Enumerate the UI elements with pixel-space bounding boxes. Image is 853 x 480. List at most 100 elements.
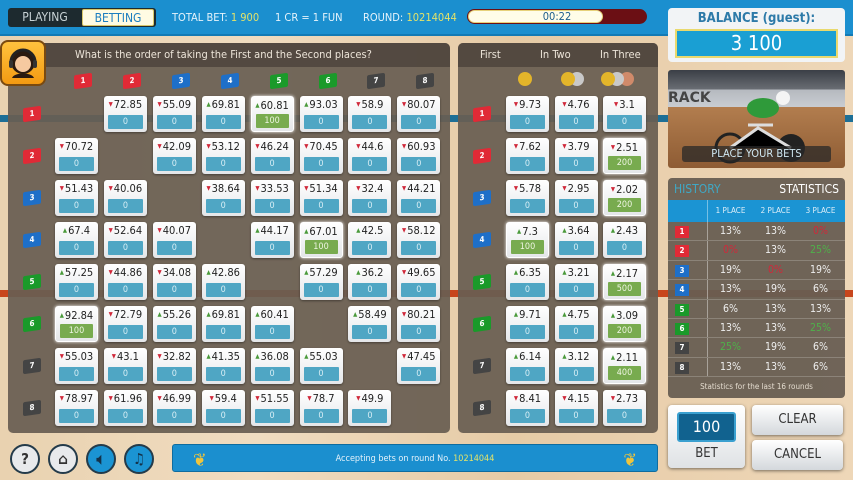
place-cell-7-3[interactable]: ▲2.11 400 (603, 348, 646, 384)
place-cell-5-2[interactable]: ▲3.21 0 (554, 264, 598, 300)
order-cell-6-3[interactable]: ▲55.26 0 (152, 306, 196, 342)
support-avatar-icon[interactable] (0, 40, 46, 86)
order-cell-5-8[interactable]: ▼49.65 0 (397, 264, 441, 300)
mode-switch: PLAYING BETTING (8, 8, 156, 27)
order-cell-2-1[interactable]: ▼70.72 0 (55, 138, 98, 174)
place-cell-8-2[interactable]: ▼4.15 0 (554, 390, 598, 426)
odds-value: ▼49.9 (356, 392, 384, 405)
order-cell-5-2[interactable]: ▼44.86 0 (103, 264, 147, 300)
place-cell-5-1[interactable]: ▲6.35 0 (506, 264, 549, 300)
order-cell-2-7[interactable]: ▼44.6 0 (348, 138, 392, 174)
place-cell-6-3[interactable]: ▲3.09 200 (603, 306, 646, 342)
order-cell-5-6[interactable]: ▲57.29 0 (299, 264, 343, 300)
order-cell-6-5[interactable]: ▲60.41 0 (250, 306, 294, 342)
help-button[interactable]: ? (10, 444, 40, 474)
place-cell-2-3[interactable]: ▼2.51 200 (603, 138, 646, 174)
place-cell-4-2[interactable]: ▲3.64 0 (554, 222, 598, 258)
place-cell-4-3[interactable]: ▲2.43 0 (603, 222, 646, 258)
order-cell-3-4[interactable]: ▼38.64 0 (201, 180, 245, 216)
order-cell-5-7[interactable]: ▲36.2 0 (348, 264, 392, 300)
stats-value: 6% (813, 360, 828, 373)
mode-betting-tab[interactable]: BETTING (82, 9, 154, 26)
order-cell-1-4[interactable]: ▲69.81 0 (201, 96, 245, 132)
order-cell-3-5[interactable]: ▼33.53 0 (250, 180, 294, 216)
order-cell-8-1[interactable]: ▼78.97 0 (55, 390, 98, 426)
order-cell-6-7[interactable]: ▲58.49 0 (348, 306, 392, 342)
order-cell-7-5[interactable]: ▲36.08 0 (250, 348, 294, 384)
order-cell-2-4[interactable]: ▼53.12 0 (201, 138, 245, 174)
order-cell-1-3[interactable]: ▼55.09 0 (152, 96, 196, 132)
order-cell-4-5[interactable]: ▲44.17 0 (250, 222, 294, 258)
order-cell-5-3[interactable]: ▼34.08 0 (152, 264, 196, 300)
order-cell-5-4[interactable]: ▲42.86 0 (201, 264, 245, 300)
order-cell-1-2[interactable]: ▼72.85 0 (103, 96, 147, 132)
arrow-down-icon: ▼ (108, 395, 113, 402)
sound-button[interactable]: 🔈︎ (86, 444, 116, 474)
order-cell-8-6[interactable]: ▼78.7 0 (299, 390, 343, 426)
order-cell-8-3[interactable]: ▼46.99 0 (152, 390, 196, 426)
order-cell-1-8[interactable]: ▼80.07 0 (397, 96, 441, 132)
bet-amount[interactable]: 100 (677, 412, 736, 442)
tab-statistics[interactable]: STATISTICS (779, 182, 839, 196)
order-cell-8-5[interactable]: ▼51.55 0 (250, 390, 294, 426)
order-cell-5-1[interactable]: ▲57.25 0 (55, 264, 98, 300)
order-cell-6-2[interactable]: ▼72.79 0 (103, 306, 147, 342)
cancel-button[interactable]: CANCEL (752, 440, 843, 470)
music-button[interactable]: ♫ (124, 444, 154, 474)
order-cell-6-4[interactable]: ▲69.81 0 (201, 306, 245, 342)
place-cell-1-1[interactable]: ▼9.73 0 (506, 96, 549, 132)
order-cell-7-8[interactable]: ▼47.45 0 (397, 348, 441, 384)
order-cell-4-6[interactable]: ▲67.01 100 (299, 222, 343, 258)
order-cell-6-1[interactable]: ▲92.84 100 (55, 306, 98, 342)
odds-value: ▼4.15 (562, 392, 590, 405)
place-cell-6-1[interactable]: ▲9.71 0 (506, 306, 549, 342)
order-cell-1-7[interactable]: ▼58.9 0 (348, 96, 392, 132)
place-cell-6-2[interactable]: ▲4.75 0 (554, 306, 598, 342)
order-cell-3-2[interactable]: ▼40.06 0 (103, 180, 147, 216)
home-button[interactable]: ⌂ (48, 444, 78, 474)
order-cell-8-4[interactable]: ▼59.4 0 (201, 390, 245, 426)
order-cell-4-7[interactable]: ▲42.5 0 (348, 222, 392, 258)
place-cell-8-3[interactable]: ▼2.73 0 (603, 390, 646, 426)
order-cell-4-3[interactable]: ▼40.07 0 (152, 222, 196, 258)
place-cell-3-3[interactable]: ▼2.02 200 (603, 180, 646, 216)
order-cell-6-8[interactable]: ▼80.21 0 (397, 306, 441, 342)
order-cell-1-5[interactable]: ▲60.81 100 (250, 96, 294, 132)
rate: 1 CR = 1 FUN (275, 11, 343, 24)
bet-button[interactable]: 100 BET (668, 405, 745, 468)
order-cell-3-8[interactable]: ▼44.21 0 (397, 180, 441, 216)
order-cell-4-2[interactable]: ▼52.64 0 (103, 222, 147, 258)
place-cell-1-3[interactable]: ▼3.1 0 (603, 96, 646, 132)
order-cell-8-7[interactable]: ▼49.9 0 (348, 390, 392, 426)
place-cell-1-2[interactable]: ▼4.76 0 (554, 96, 598, 132)
place-cell-4-1[interactable]: ▲7.3 100 (506, 222, 549, 258)
order-cell-2-5[interactable]: ▼46.24 0 (250, 138, 294, 174)
order-cell-7-3[interactable]: ▼32.82 0 (152, 348, 196, 384)
order-cell-4-1[interactable]: ▲67.4 0 (55, 222, 98, 258)
order-cell-7-1[interactable]: ▼55.03 0 (55, 348, 98, 384)
order-cell-2-3[interactable]: ▼42.09 0 (152, 138, 196, 174)
place-cell-7-2[interactable]: ▲3.12 0 (554, 348, 598, 384)
tab-history[interactable]: HISTORY (674, 182, 721, 196)
odds-value: ▼55.09 (157, 98, 192, 111)
order-cell-2-6[interactable]: ▼70.45 0 (299, 138, 343, 174)
place-cell-7-1[interactable]: ▲6.14 0 (506, 348, 549, 384)
mode-playing-tab[interactable]: PLAYING (22, 10, 68, 24)
order-cell-7-6[interactable]: ▲55.03 0 (299, 348, 343, 384)
place-cell-2-2[interactable]: ▼3.79 0 (554, 138, 598, 174)
order-cell-2-8[interactable]: ▼60.93 0 (397, 138, 441, 174)
order-cell-7-4[interactable]: ▲41.35 0 (201, 348, 245, 384)
place-cell-3-2[interactable]: ▼2.95 0 (554, 180, 598, 216)
order-cell-1-6[interactable]: ▲93.03 0 (299, 96, 343, 132)
place-cell-3-1[interactable]: ▼5.78 0 (506, 180, 549, 216)
order-cell-3-7[interactable]: ▼32.4 0 (348, 180, 392, 216)
order-cell-3-1[interactable]: ▼51.43 0 (55, 180, 98, 216)
order-cell-4-8[interactable]: ▼58.12 0 (397, 222, 441, 258)
order-cell-8-2[interactable]: ▼61.96 0 (103, 390, 147, 426)
order-cell-7-2[interactable]: ▼43.1 0 (103, 348, 147, 384)
order-cell-3-6[interactable]: ▼51.34 0 (299, 180, 343, 216)
place-cell-8-1[interactable]: ▼8.41 0 (506, 390, 549, 426)
clear-button[interactable]: CLEAR (752, 405, 843, 435)
place-cell-2-1[interactable]: ▼7.62 0 (506, 138, 549, 174)
place-cell-5-3[interactable]: ▲2.17 500 (603, 264, 646, 300)
